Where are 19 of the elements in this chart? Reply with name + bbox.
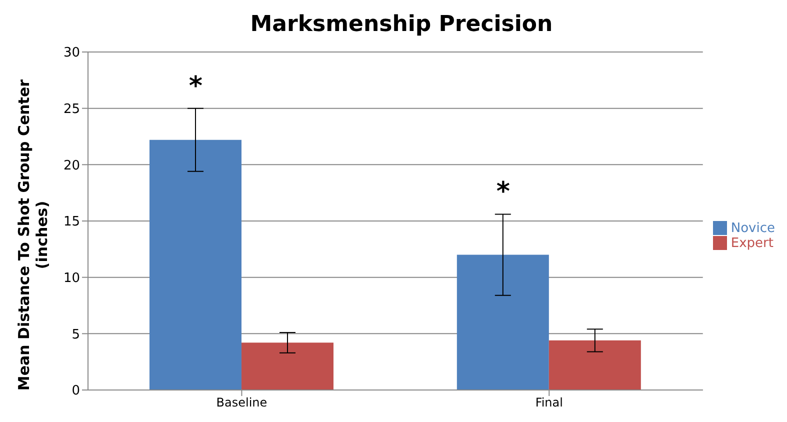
bar [149,140,242,390]
y-tick-label: 20 [63,158,80,174]
y-axis-title: Mean Distance To Shot Group Center (inches) [15,78,51,393]
y-tick-label: 10 [63,270,80,286]
bar [241,342,334,390]
annotation: * [188,71,203,102]
x-tick-label: Final [535,396,563,410]
y-tick-label: 15 [63,214,80,230]
legend-label: Expert [730,236,774,251]
legend-label: Novice [730,221,775,236]
x-tick-label: Baseline [216,396,268,410]
y-tick-label: 5 [72,327,80,342]
chart-title: Marksmenship Precision [249,11,554,39]
y-tick-label: 25 [63,102,80,117]
annotation: * [496,177,510,208]
y-tick-label: 30 [63,46,80,61]
bar [548,340,641,390]
y-tick-label: 0 [72,384,80,399]
bar [456,254,549,390]
